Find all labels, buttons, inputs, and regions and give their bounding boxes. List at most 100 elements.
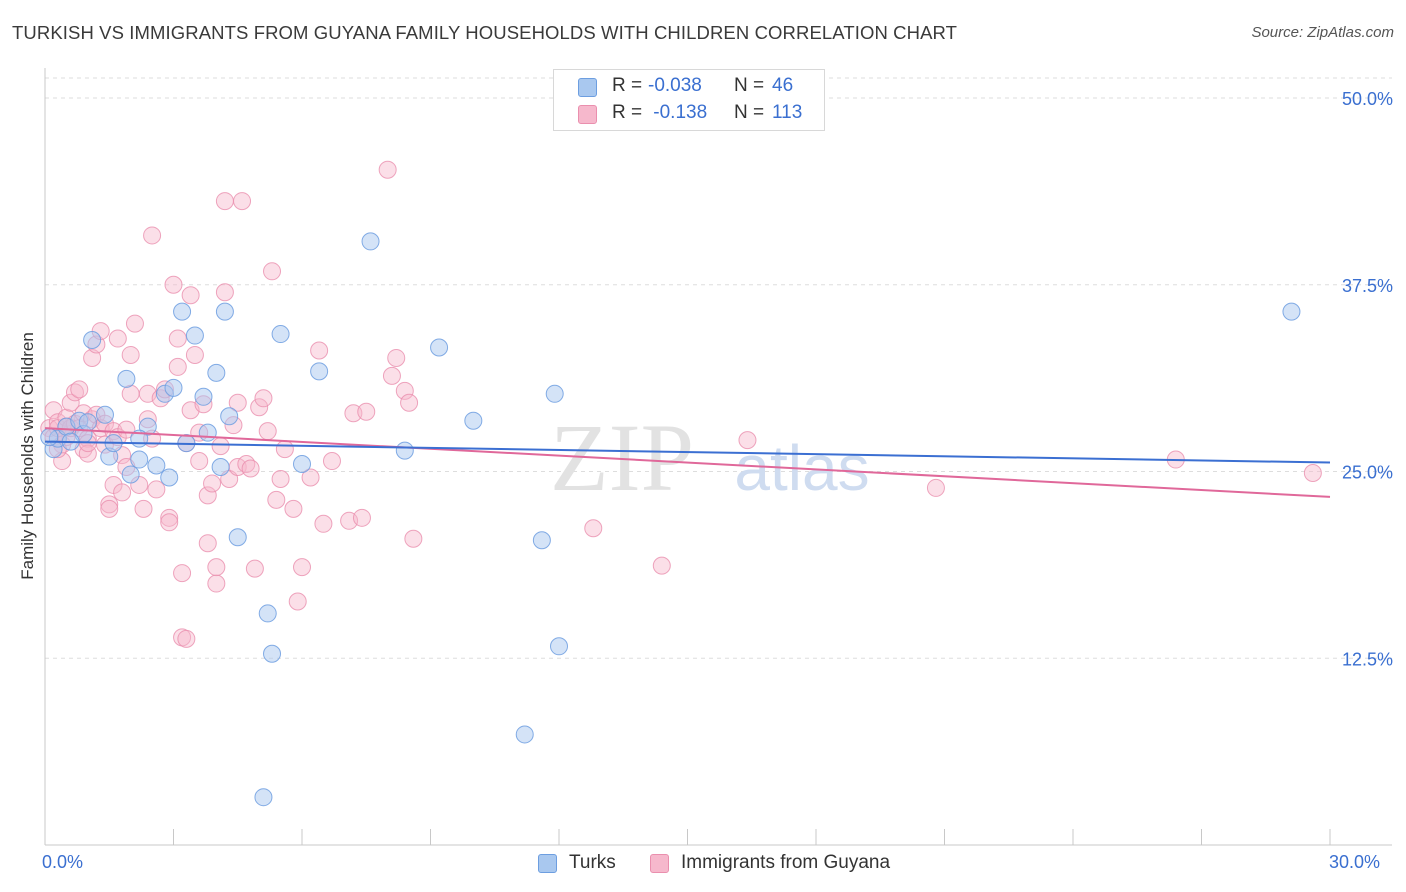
guyana-point [258,422,277,441]
guyana-point [117,420,136,439]
chart-title: TURKISH VS IMMIGRANTS FROM GUYANA FAMILY… [12,22,958,43]
legend-swatch-turks [538,853,557,873]
turks-point [1282,302,1301,321]
source-label: Source: ZipAtlas.com [1251,24,1394,41]
guyana-point [250,398,269,417]
guyana-point [288,592,307,611]
guyana-point [245,559,264,578]
guyana-point [121,384,140,403]
guyana-point [147,480,166,499]
guyana-point [400,393,419,412]
turks-point [173,302,192,321]
legend-n-value: 113 [772,102,803,123]
legend-n-label: N = [734,102,765,123]
legend-r-label: R = [612,75,643,96]
guyana-point [293,558,311,577]
y-tick-label: 25.0% [1342,463,1393,483]
legend-label-turks: Turks [569,852,616,873]
correlation-legend: R = -0.038 N = 46 R = -0.138 N = 113 [553,69,825,131]
turks-point [78,413,97,432]
turks-point [361,232,380,251]
turks-point [164,378,183,397]
guyana-point [584,519,603,538]
legend-r-value: -0.038 [648,75,702,96]
guyana-point [926,478,945,497]
guyana-point [271,469,290,488]
guyana-point [207,574,226,593]
turks-point [160,468,179,487]
guyana-point [378,160,397,179]
turks-point [228,528,247,547]
guyana-point [203,474,222,493]
series-legend: Turks Immigrants from Guyana [0,852,1406,878]
guyana-point [125,314,144,333]
x-tick-label-max: 30.0% [1329,852,1381,872]
guyana-point [185,345,204,364]
legend-item-turks[interactable]: Turks [538,852,616,874]
guyana-point [198,534,217,553]
guyana-point [301,468,320,487]
trend-lines [44,427,1331,498]
guyana-point [228,393,247,412]
legend-row-guyana: R = -0.138 N = 113 [554,102,824,128]
guyana-point [352,508,371,527]
y-axis-label: Family Households with Children [18,332,37,580]
turks-point [254,788,273,807]
guyana-point [78,444,97,463]
guyana-point [70,380,89,399]
guyana-point [211,437,230,456]
y-tick-labels: 12.5% 25.0% 37.5% 50.0% [1342,89,1393,669]
guyana-point [344,404,363,423]
guyana-point [395,381,414,400]
turks-point [95,405,114,424]
guyana-point [181,286,200,305]
turks-point [464,411,483,430]
axes [44,68,1392,846]
turks-point [211,458,230,477]
guyana-point [113,483,132,502]
y-tick-label: 37.5% [1342,276,1393,296]
guyana-point [738,431,757,450]
watermark-zip: ZIP [550,404,694,511]
turks-point [40,428,59,447]
legend-swatch-guyana [578,105,597,124]
series-guyana-points [40,160,1322,648]
legend-row-turks: R = -0.038 N = 46 [554,75,824,101]
guyana-point [168,329,187,348]
guyana-point [198,486,217,505]
turks-point [220,407,239,426]
guyana-point [143,226,162,245]
guyana-point [404,529,423,548]
guyana-point [357,402,376,421]
series-turks-points [40,232,1301,807]
turks-point [130,450,149,469]
guyana-point [254,389,273,408]
x-tick-label-min: 0.0% [42,852,84,872]
guyana-point [108,329,127,348]
legend-r-label: R = [612,102,643,123]
guyana-point [207,558,226,577]
guyana-point [173,564,192,583]
guyana-point [267,490,286,509]
legend-r-value: -0.138 [648,102,708,123]
legend-item-guyana[interactable]: Immigrants from Guyana [650,852,890,874]
legend-n-value: 46 [772,75,794,96]
turks-point [147,456,166,475]
guyana-point [83,348,102,367]
guyana-point [322,452,341,471]
turks-point [215,302,234,321]
guyana-point [100,499,119,518]
turks-point [83,331,102,350]
guyana-point [164,275,183,294]
turks-point [515,725,534,744]
turks-point [532,531,551,550]
guyana-point [100,495,119,514]
turks-point [207,363,226,382]
guyana-point [314,514,333,533]
guyana-point [275,440,294,459]
y-tick-label: 50.0% [1342,89,1393,109]
guyana-point [233,192,252,211]
legend-swatch-guyana [650,853,669,873]
turks-point [117,369,136,388]
